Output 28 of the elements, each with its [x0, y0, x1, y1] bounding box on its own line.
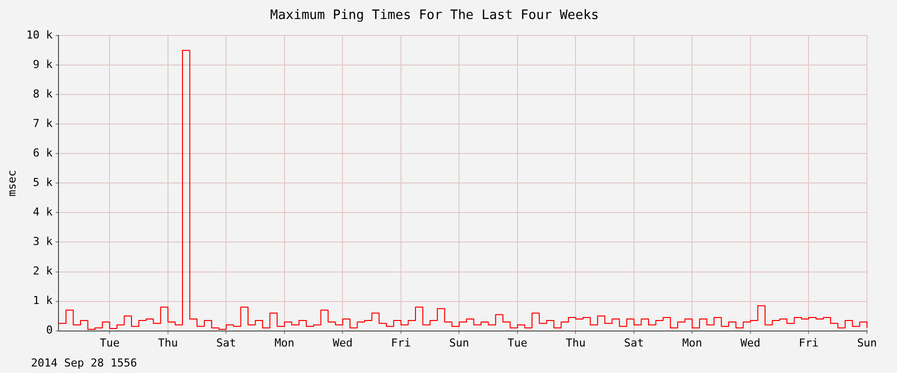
y-tick-label: 0 — [46, 324, 53, 337]
y-tick-label: 4 k — [32, 206, 54, 219]
chart-title: Maximum Ping Times For The Last Four Weeks — [270, 8, 599, 24]
x-tick-label: Sun — [857, 336, 877, 350]
x-tick-label: Mon — [682, 336, 702, 350]
y-tick-label: 3 k — [32, 235, 54, 248]
y-tick-label: 5 k — [32, 176, 54, 190]
y-tick-label: 10 k — [26, 28, 54, 42]
y-tick-label: 9 k — [32, 58, 54, 71]
x-tick-label: Wed — [332, 336, 353, 350]
y-axis-title: msec — [5, 170, 18, 196]
y-tick-label: 2 k — [32, 264, 54, 278]
x-tick-label: Thu — [158, 336, 178, 350]
y-tick-label: 6 k — [32, 146, 54, 160]
y-tick-label: 8 k — [32, 88, 54, 100]
x-tick-label: Mon — [274, 336, 294, 350]
x-tick-label: Sat — [216, 336, 236, 350]
x-tick-label: Fri — [391, 336, 411, 350]
x-tick-label: Sun — [449, 336, 470, 350]
x-tick-label: Fri — [798, 336, 819, 350]
x-tick-label: Wed — [740, 336, 760, 350]
x-tick-label: Sat — [624, 336, 644, 350]
x-tick-label: Thu — [566, 336, 586, 350]
y-tick-label: 1 k — [32, 294, 54, 308]
y-tick-label: 7 k — [32, 117, 54, 130]
x-tick-label: Tue — [100, 336, 120, 350]
x-tick-label: Tue — [508, 336, 528, 350]
text: 2014 Sep 28 1556 — [31, 356, 137, 370]
